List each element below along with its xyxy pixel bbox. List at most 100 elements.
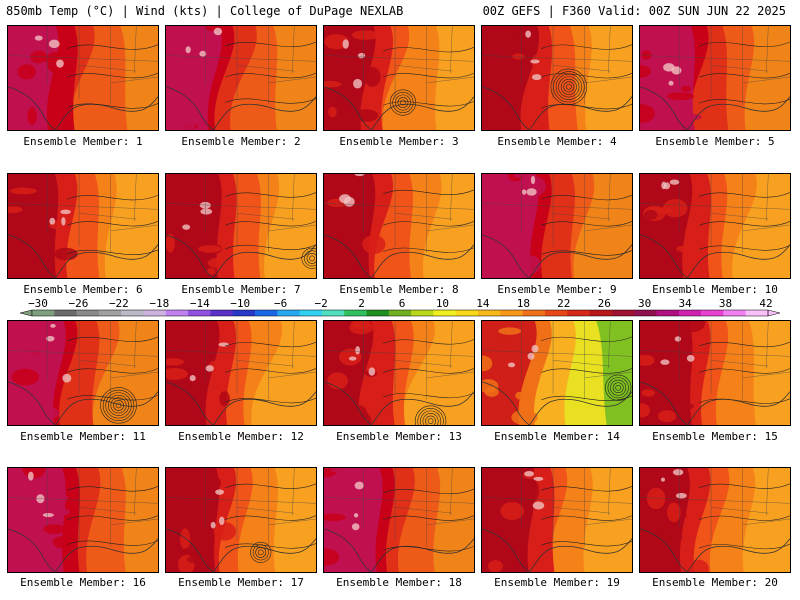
ensemble-member-label: Ensemble Member: 12 — [178, 430, 304, 443]
colorbar-min-arrow — [19, 309, 33, 317]
ensemble-map-panel — [165, 320, 317, 426]
colorbar-segment — [544, 310, 568, 316]
model-run-valid-time: 00Z GEFS | F360 Valid: 00Z SUN JUN 22 20… — [482, 4, 786, 18]
ensemble-member-label: Ensemble Member: 8 — [339, 283, 459, 296]
ensemble-member-label: Ensemble Member: 7 — [181, 283, 301, 296]
ensemble-member-label: Ensemble Member: 5 — [655, 135, 775, 148]
colorbar-tick-label: −10 — [230, 298, 250, 310]
ensemble-map-panel — [481, 25, 633, 131]
colorbar-segment — [232, 310, 256, 316]
ensemble-map-panel — [7, 25, 159, 131]
temperature-map — [324, 468, 474, 572]
ensemble-map-panel — [165, 25, 317, 131]
colorbar-segment — [701, 310, 724, 316]
colorbar-segment — [478, 310, 501, 316]
ensemble-member-label: Ensemble Member: 4 — [497, 135, 617, 148]
colorbar-segment — [522, 310, 546, 316]
colorbar-tick-label: 6 — [399, 298, 406, 310]
temperature-map — [8, 174, 158, 278]
temperature-map — [166, 26, 316, 130]
colorbar-tick-label: −30 — [28, 298, 48, 310]
ensemble-member-label: Ensemble Member: 14 — [494, 430, 620, 443]
temperature-map — [166, 174, 316, 278]
colorbar-tick-label: −22 — [109, 298, 129, 310]
ensemble-member-label: Ensemble Member: 11 — [20, 430, 146, 443]
temperature-map — [324, 174, 474, 278]
colorbar-segment — [745, 310, 769, 316]
colorbar-segment — [32, 310, 55, 316]
colorbar-segment — [165, 310, 189, 316]
temperature-colorbar: −30 −26 −22 −18 −14 −10 −6 −2 2 6 10 14 18 22 26 30 34 38… — [19, 298, 781, 317]
ensemble-map-panel — [639, 173, 791, 279]
ensemble-member-label: Ensemble Member: 17 — [178, 576, 304, 589]
colorbar-segment — [634, 310, 657, 316]
ensemble-map-panel — [165, 467, 317, 573]
ensemble-member-label: Ensemble Member: 13 — [336, 430, 462, 443]
temperature-map — [640, 174, 790, 278]
colorbar-segment — [54, 310, 77, 316]
colorbar-segment — [98, 310, 122, 316]
temperature-map — [166, 468, 316, 572]
ensemble-map-panel — [481, 173, 633, 279]
temperature-map — [640, 26, 790, 130]
map-title: 850mb Temp (°C) | Wind (kts) | College o… — [6, 4, 404, 18]
temperature-map — [640, 468, 790, 572]
colorbar-segment — [723, 310, 746, 316]
colorbar-segment — [277, 310, 300, 316]
temperature-map — [8, 468, 158, 572]
ensemble-map-panel — [7, 467, 159, 573]
ensemble-member-label: Ensemble Member: 15 — [652, 430, 778, 443]
ensemble-member-label: Ensemble Member: 16 — [20, 576, 146, 589]
temperature-map — [8, 321, 158, 425]
ensemble-map-panel — [323, 173, 475, 279]
colorbar-tick-label: −6 — [274, 298, 287, 310]
colorbar-segment — [388, 310, 412, 316]
colorbar-tick-label: 18 — [517, 298, 530, 310]
ensemble-member-label: Ensemble Member: 2 — [181, 135, 301, 148]
colorbar-tick-label: 26 — [598, 298, 611, 310]
ensemble-map-panel — [639, 467, 791, 573]
temperature-map — [482, 26, 632, 130]
colorbar-segment — [188, 310, 211, 316]
temperature-map — [8, 26, 158, 130]
colorbar-segment — [321, 310, 345, 316]
colorbar-tick-label: 22 — [557, 298, 570, 310]
ensemble-map-panel — [323, 25, 475, 131]
ensemble-map-panel — [481, 467, 633, 573]
colorbar-segment — [433, 310, 457, 316]
ensemble-map-panel — [7, 320, 159, 426]
colorbar-segment — [589, 310, 613, 316]
colorbar-tick-label: 10 — [436, 298, 449, 310]
colorbar-segment — [121, 310, 144, 316]
colorbar-segment — [255, 310, 278, 316]
colorbar-tick-label: 34 — [678, 298, 692, 310]
ensemble-map-panel — [165, 173, 317, 279]
ensemble-map-panel — [323, 320, 475, 426]
ensemble-map-panel — [481, 320, 633, 426]
colorbar-max-arrow — [767, 309, 781, 317]
temperature-map — [482, 468, 632, 572]
ensemble-member-label: Ensemble Member: 18 — [336, 576, 462, 589]
colorbar-segment — [567, 310, 590, 316]
colorbar-tick-label: −2 — [314, 298, 327, 310]
temperature-map — [324, 26, 474, 130]
ensemble-member-label: Ensemble Member: 19 — [494, 576, 620, 589]
ensemble-map-panel — [7, 173, 159, 279]
colorbar-tick-label: 42 — [759, 298, 772, 310]
temperature-map — [324, 321, 474, 425]
ensemble-member-label: Ensemble Member: 9 — [497, 283, 617, 296]
colorbar-segment — [656, 310, 680, 316]
colorbar-tick-label: 30 — [638, 298, 651, 310]
colorbar-tick-label: −18 — [149, 298, 169, 310]
colorbar-segment — [611, 310, 635, 316]
colorbar-segment — [344, 310, 367, 316]
ensemble-map-panel — [639, 25, 791, 131]
ensemble-member-label: Ensemble Member: 3 — [339, 135, 459, 148]
colorbar-segment — [678, 310, 702, 316]
colorbar-segment — [500, 310, 523, 316]
temperature-map — [482, 321, 632, 425]
ensemble-member-label: Ensemble Member: 6 — [23, 283, 143, 296]
ensemble-map-panel — [323, 467, 475, 573]
colorbar-tick-label: 38 — [719, 298, 732, 310]
ensemble-member-label: Ensemble Member: 1 — [23, 135, 143, 148]
